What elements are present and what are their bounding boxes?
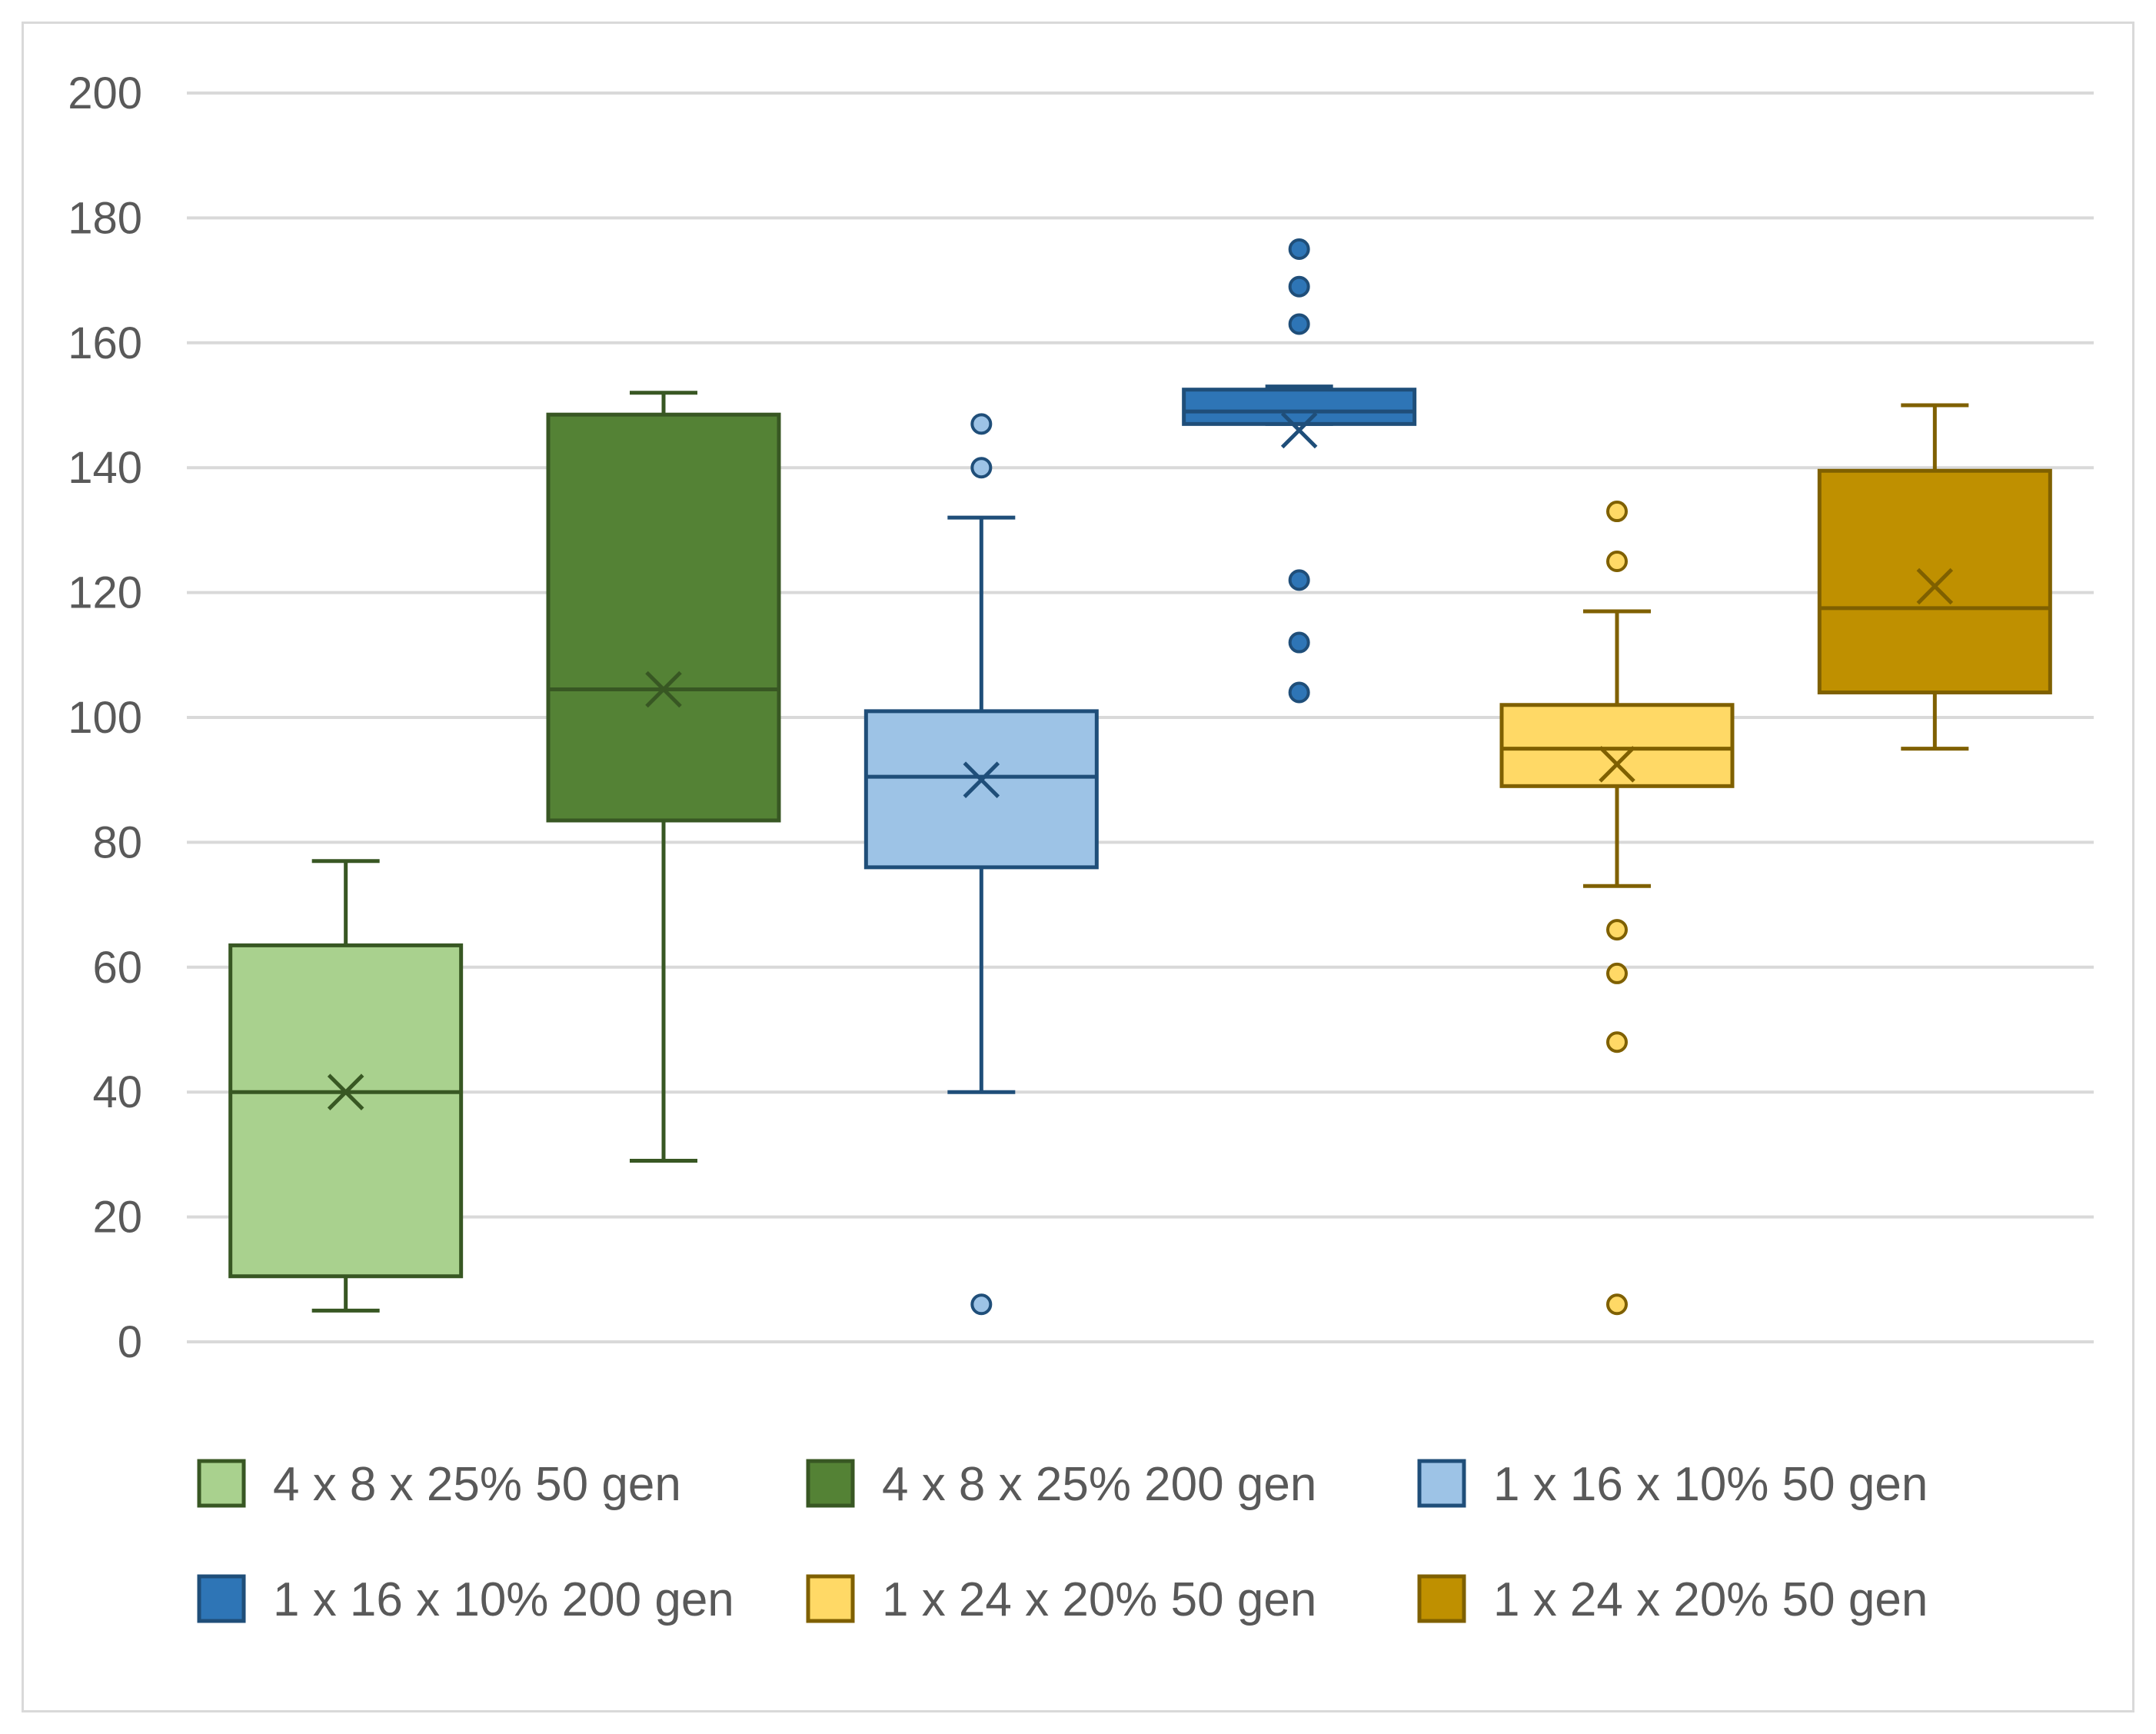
- outlier-point: [1606, 919, 1628, 941]
- outlier-point: [1288, 238, 1310, 260]
- mean-marker-b: [327, 1073, 364, 1110]
- box-series-5: [1499, 501, 1735, 1316]
- y-tick-label-180: 180: [68, 193, 142, 243]
- mean-marker-b: [1280, 411, 1318, 449]
- y-tick-label-60: 60: [92, 943, 142, 993]
- y-tick-label-20: 20: [92, 1193, 142, 1243]
- legend-entry-3: 1 x 16 x 10% 50 gen: [1417, 1458, 1928, 1511]
- interquartile-box: [863, 709, 1099, 870]
- outlier-point: [1606, 501, 1628, 523]
- y-tick-label-80: 80: [92, 817, 142, 867]
- y-tick-label-40: 40: [92, 1067, 142, 1117]
- y-axis: 0 20 40 60 80 100 120 140 160 180 200: [68, 68, 142, 1367]
- legend-label: 1 x 16 x 10% 200 gen: [273, 1573, 734, 1626]
- mean-marker-b: [645, 671, 682, 708]
- y-tick-label-0: 0: [118, 1317, 142, 1367]
- legend-entry-5: 1 x 24 x 20% 50 gen: [806, 1573, 1316, 1626]
- outlier-point: [1606, 1293, 1628, 1316]
- outlier-point: [970, 413, 993, 435]
- interquartile-box: [1499, 703, 1735, 788]
- interquartile-box: [228, 943, 464, 1279]
- box-layer: [228, 238, 2052, 1316]
- legend-swatch: [1417, 1459, 1466, 1508]
- legend: 4 x 8 x 25% 50 gen 4 x 8 x 25% 200 gen 1 x…: [197, 1458, 1928, 1626]
- box-series-3: [863, 413, 1099, 1316]
- outlier-point: [970, 457, 993, 479]
- grid-layer: [187, 92, 2094, 1343]
- box-plot-chart: 0 20 40 60 80 100 120 140 160 180 200 4 x 8 x 25% …: [68, 68, 2094, 1626]
- legend-label: 1 x 16 x 10% 50 gen: [1493, 1458, 1928, 1511]
- legend-entry-2: 4 x 8 x 25% 200 gen: [806, 1458, 1316, 1511]
- y-tick-label-140: 140: [68, 443, 142, 493]
- chart-frame: 0 20 40 60 80 100 120 140 160 180 200 4 x 8 x 25% …: [22, 22, 2134, 1712]
- outlier-point: [970, 1293, 993, 1316]
- legend-swatch: [197, 1459, 246, 1508]
- box-series-4: [1182, 238, 1417, 704]
- mean-marker-b: [1599, 746, 1635, 783]
- outlier-point: [1288, 631, 1310, 654]
- legend-label: 4 x 8 x 25% 50 gen: [273, 1458, 681, 1511]
- interquartile-box: [546, 412, 781, 823]
- legend-label: 1 x 24 x 20% 50 gen: [882, 1573, 1316, 1626]
- outlier-point: [1606, 1031, 1628, 1053]
- y-tick-label-200: 200: [68, 68, 142, 118]
- y-tick-label-100: 100: [68, 693, 142, 743]
- outlier-point: [1288, 313, 1310, 335]
- legend-swatch: [197, 1574, 246, 1623]
- box-series-2: [546, 391, 781, 1163]
- legend-swatch: [1417, 1574, 1466, 1623]
- legend-label: 4 x 8 x 25% 200 gen: [882, 1458, 1316, 1511]
- mean-marker-b: [1916, 567, 1954, 605]
- legend-entry-1: 4 x 8 x 25% 50 gen: [197, 1458, 681, 1511]
- y-tick-label-120: 120: [68, 568, 142, 618]
- legend-entry-4: 1 x 16 x 10% 200 gen: [197, 1573, 734, 1626]
- mean-marker-b: [963, 761, 1000, 798]
- box-series-1: [228, 859, 464, 1313]
- outlier-point: [1288, 569, 1310, 591]
- interquartile-box: [1182, 388, 1417, 426]
- legend-swatch: [806, 1459, 855, 1508]
- outlier-point: [1288, 275, 1310, 298]
- legend-swatch: [806, 1574, 855, 1623]
- interquartile-box: [1817, 468, 2052, 695]
- outlier-point: [1288, 681, 1310, 704]
- y-tick-label-160: 160: [68, 318, 142, 368]
- legend-entry-6: 1 x 24 x 20% 50 gen: [1417, 1573, 1928, 1626]
- outlier-point: [1606, 962, 1628, 984]
- box-series-6: [1817, 403, 2052, 751]
- legend-label: 1 x 24 x 20% 50 gen: [1493, 1573, 1928, 1626]
- outlier-point: [1606, 551, 1628, 572]
